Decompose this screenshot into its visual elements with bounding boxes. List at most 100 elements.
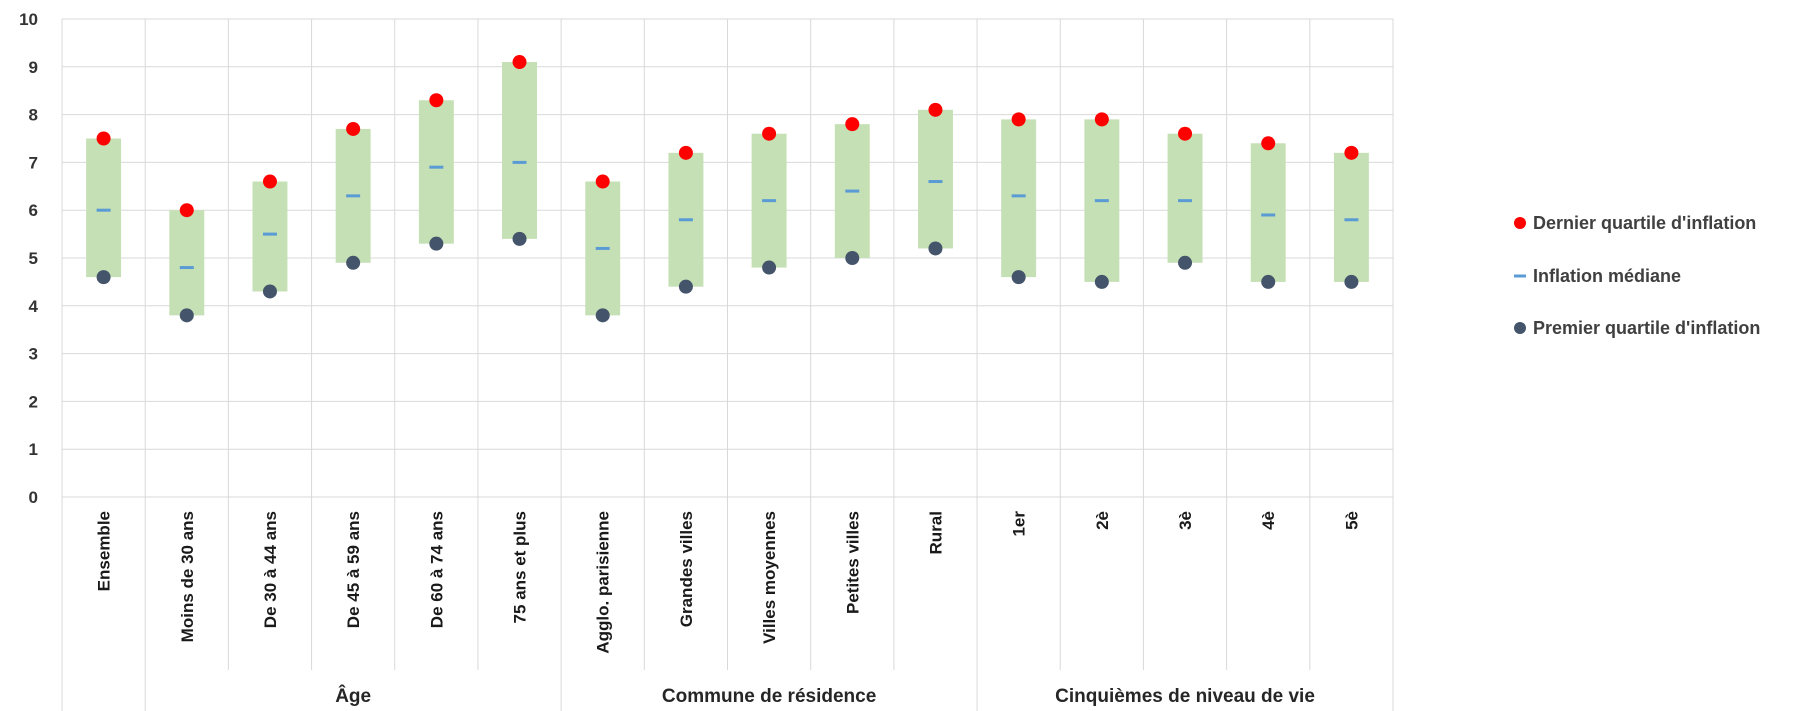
q1-point [1094,274,1109,289]
y-tick-label: 10 [19,10,38,29]
q3-point [1011,112,1026,127]
median-dash [1094,199,1109,203]
x-tick-label: 2è [1093,511,1112,530]
x-tick-label: 75 ans et plus [511,511,530,623]
x-tick-label: De 30 à 44 ans [261,511,280,628]
x-tick-label: Villes moyennes [760,511,779,644]
y-tick-label: 7 [29,153,38,172]
q3-point [678,145,693,160]
q3-point [845,117,860,132]
q1-point [595,308,610,323]
q1-point [928,241,943,256]
q1-point [1261,274,1276,289]
q1-point [512,231,527,246]
x-tick-label: Rural [926,511,945,554]
legend: Dernier quartile d'inflation Inflation mé… [1514,213,1760,338]
q1-point [678,279,693,294]
group-label: Cinquièmes de niveau de vie [1055,686,1315,707]
range-bar [917,109,953,249]
median-dash [1178,199,1193,203]
median-dash [762,199,777,203]
legend-label: Inflation médiane [1533,266,1681,286]
range-bar [169,210,205,316]
q3-point [512,55,527,70]
y-tick-label: 0 [29,488,38,507]
x-tick-label: Ensemble [95,511,114,591]
x-tick-label: 5è [1342,511,1361,530]
q3-point [1261,136,1276,151]
range-bar [1167,133,1203,263]
x-tick-label: Moins de 30 ans [178,511,197,642]
y-tick-label: 6 [29,201,38,220]
median-dash [1261,213,1276,217]
x-tick-label: Grandes villes [677,511,696,627]
median-dash [96,208,111,212]
median-dash [845,189,860,193]
y-tick-label: 3 [29,345,38,364]
median-dash [346,194,361,198]
q1-point [1011,270,1026,285]
q3-point [179,203,194,218]
q3-point [1344,145,1359,160]
median-dash [429,165,444,169]
y-tick-label: 2 [29,392,38,411]
x-tick-label: 4è [1259,511,1278,530]
median-dash [262,232,277,236]
legend-label: Dernier quartile d'inflation [1533,213,1756,233]
q1-point [346,255,361,270]
y-tick-label: 4 [29,297,39,316]
legend-marker [1514,274,1526,278]
x-tick-label: De 60 à 74 ans [427,511,446,628]
median-dash [678,218,693,222]
median-dash [928,180,943,184]
q1-point [1344,274,1359,289]
group-label: Âge [335,685,371,707]
x-axis: Ensemble Moins de 30 ans De 30 à 44 ans De … [95,511,1362,707]
q1-point [1178,255,1193,270]
y-tick-label: 1 [29,440,38,459]
y-tick-label: 9 [29,58,38,77]
q3-point [928,102,943,117]
range-bars [86,62,1369,316]
median-dash [512,160,527,164]
q3-point [1094,112,1109,127]
q3-point [262,174,277,189]
range-bar [252,181,288,292]
range-bar [502,62,538,239]
range-bar [1001,119,1037,278]
median-dash [1344,218,1359,222]
q1-point [96,270,111,285]
range-bar [418,100,454,244]
q3-point [96,131,111,146]
q3-point [1178,126,1193,141]
range-bar [1333,152,1369,282]
x-tick-label: Petites villes [843,511,862,614]
q1-point [262,284,277,299]
median-dash [595,246,610,250]
legend-marker [1514,322,1526,334]
q1-point [845,251,860,265]
group-label: Commune de résidence [662,686,876,707]
legend-label: Premier quartile d'inflation [1533,318,1760,338]
q1-point [429,236,444,251]
median-dash [1011,194,1026,198]
x-tick-label: 3è [1176,511,1195,530]
x-tick-label: De 45 à 59 ans [344,511,363,628]
y-tick-label: 8 [29,106,38,125]
q3-point [429,93,444,108]
q1-point [179,308,194,323]
q1-point [762,260,777,275]
q3-point [595,174,610,189]
range-bar [86,138,122,278]
y-axis: 0 1 2 3 4 5 6 7 8 9 10 [19,10,38,507]
range-bar [1250,143,1286,282]
median-dash [179,266,194,270]
q3-point [346,121,361,136]
x-tick-label: 1er [1010,511,1029,537]
x-tick-label: Agglo. parisienne [594,511,613,654]
y-tick-label: 5 [29,249,38,268]
series-marks [96,55,1359,323]
q3-point [762,126,777,141]
legend-marker [1514,217,1526,229]
